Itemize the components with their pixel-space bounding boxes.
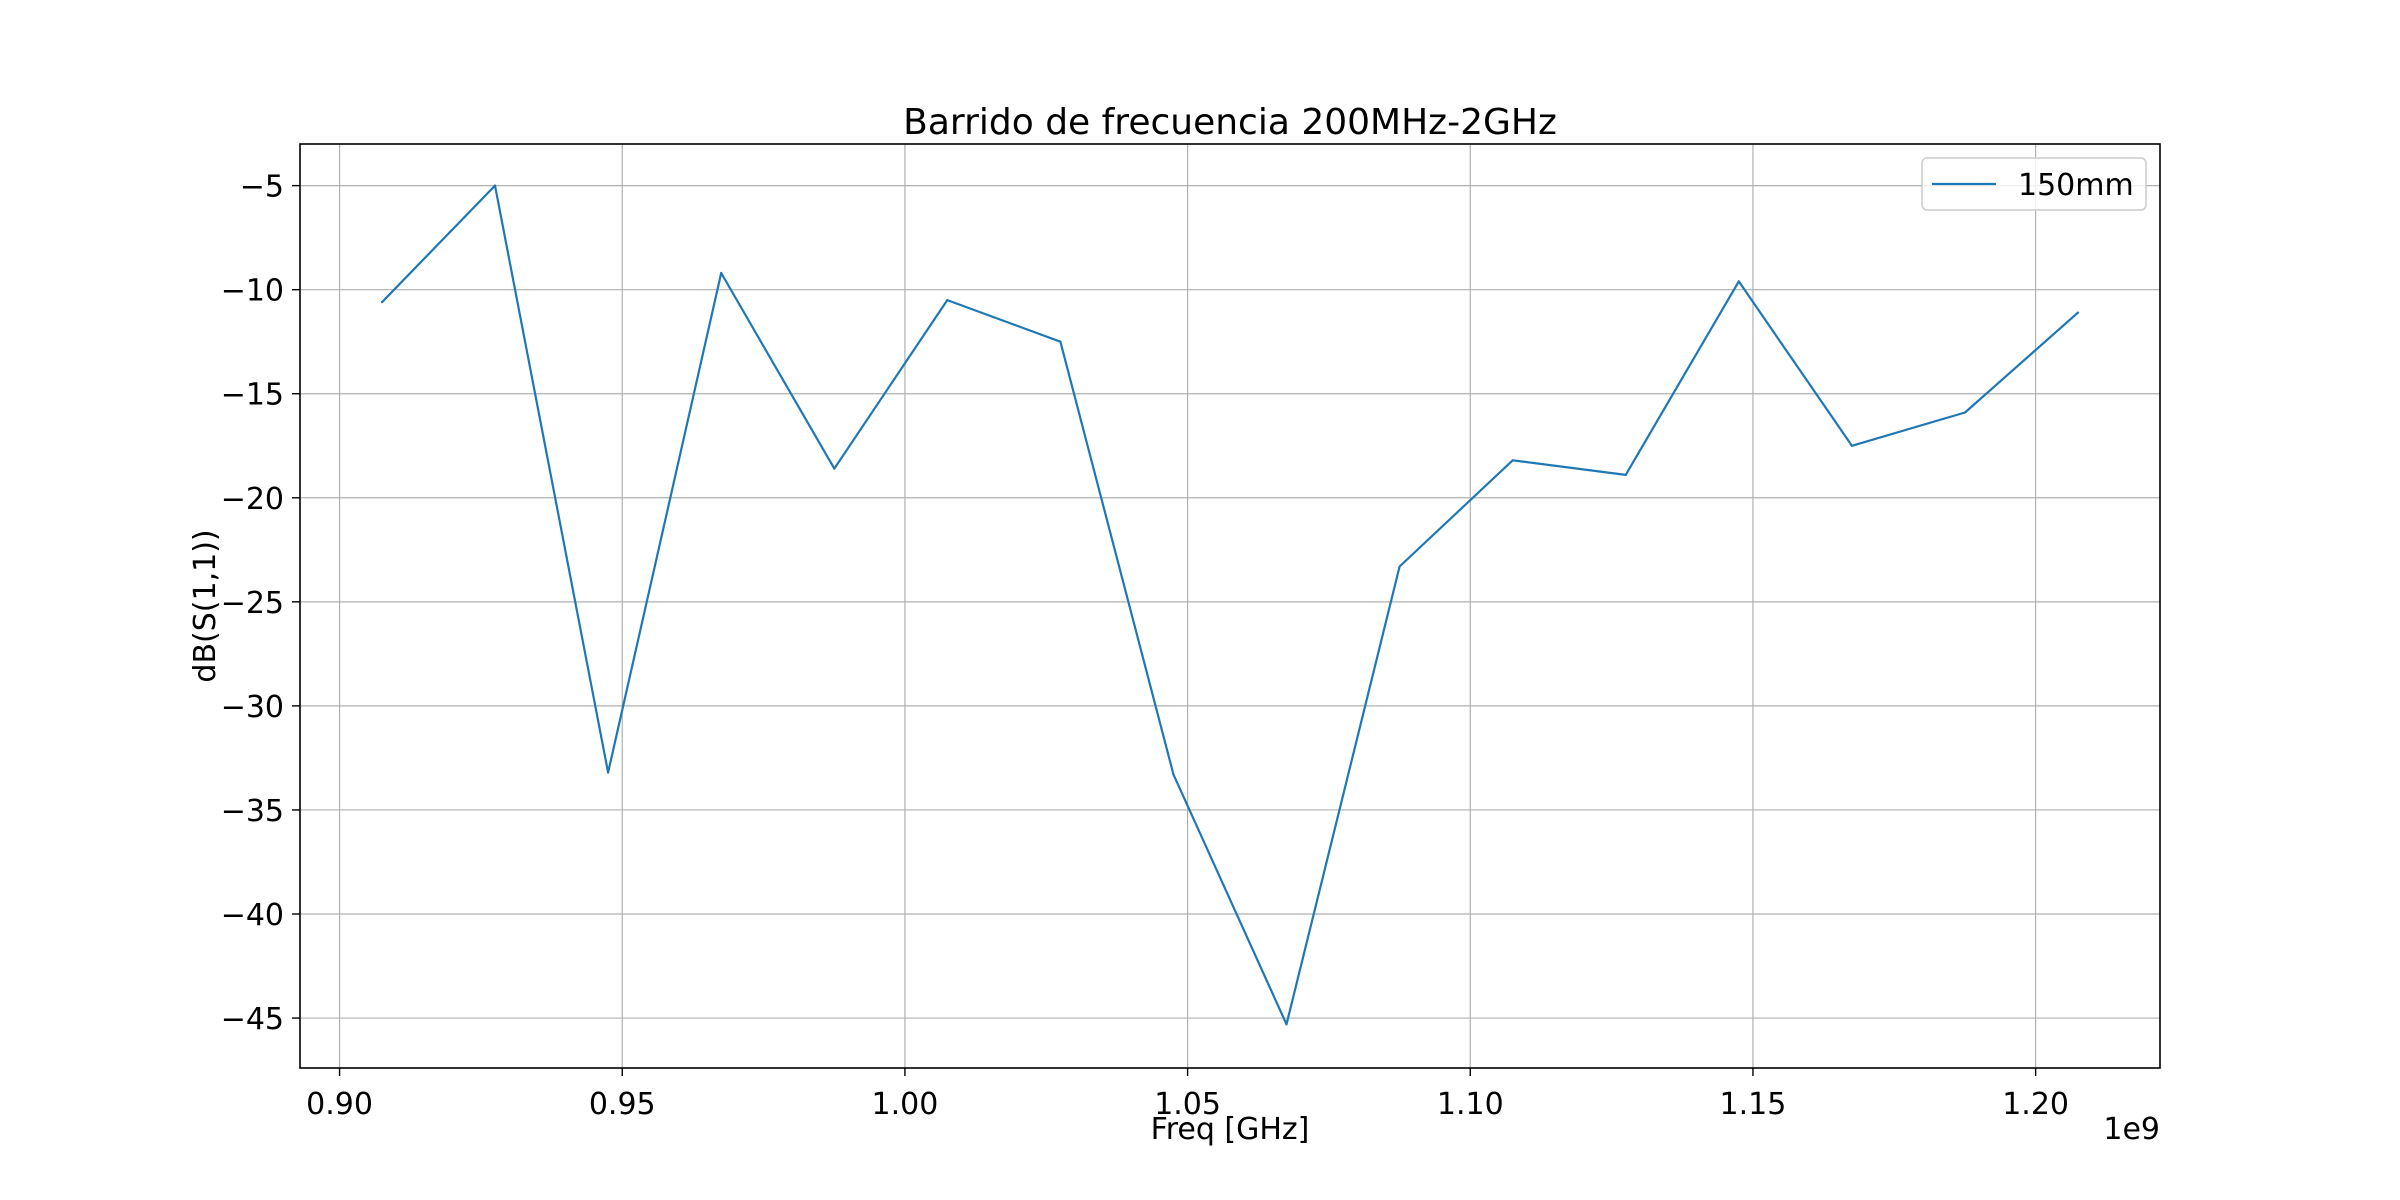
plot-frame (299, 143, 2161, 1069)
series-layer (380, 184, 2080, 1026)
data-point (1059, 340, 1062, 343)
y-axis-ticks: −5 −10 −15 −20 −25 −30 −35 −40 −45 (221, 170, 300, 1037)
data-point (1398, 565, 1401, 568)
data-point (1850, 444, 1853, 447)
y-tick-label: −10 (221, 274, 284, 309)
legend-label: 150mm (2018, 168, 2134, 203)
data-point (720, 271, 723, 275)
x-tick-label: 1.20 (2002, 1087, 2069, 1122)
x-axis-label: Freq [GHz] (1151, 1112, 1310, 1147)
data-point (833, 467, 836, 470)
y-tick-label: −40 (221, 898, 284, 933)
x-tick-label: 1.15 (1720, 1087, 1787, 1122)
data-point (493, 184, 497, 187)
y-tick-label: −35 (221, 794, 284, 829)
x-tick-label: 0.95 (589, 1087, 656, 1122)
data-point (2076, 311, 2080, 314)
y-tick-label: −45 (221, 1002, 284, 1037)
x-tick-label: 0.90 (306, 1087, 373, 1122)
data-point (380, 301, 384, 304)
y-tick-label: −5 (240, 170, 284, 205)
data-point (1963, 411, 1967, 414)
y-tick-label: −20 (221, 482, 284, 517)
y-tick-label: −25 (221, 586, 284, 621)
data-point (607, 771, 610, 774)
grid (300, 144, 2160, 1068)
legend: 150mm (1921, 157, 2147, 211)
x-tick-label: 1.05 (1154, 1087, 1221, 1122)
chart-title: Barrido de frecuencia 200MHz-2GHz (903, 102, 1557, 143)
x-axis-offset-text: 1e9 (2103, 1112, 2160, 1147)
y-tick-label: −15 (221, 378, 284, 413)
legend-box (1921, 157, 2147, 211)
x-axis-ticks: 0.90 0.95 1.00 1.05 1.10 1.15 1.20 (306, 1068, 2069, 1122)
data-point (946, 299, 949, 302)
x-tick-label: 1.10 (1437, 1087, 1504, 1122)
data-point (1511, 459, 1514, 462)
y-tick-label: −30 (221, 690, 284, 725)
data-point (1285, 1023, 1288, 1026)
data-point (1737, 280, 1740, 283)
series-line-0 (381, 184, 2079, 1026)
x-tick-label: 1.00 (872, 1087, 939, 1122)
data-point (1624, 473, 1627, 476)
data-point (1172, 773, 1175, 776)
y-axis-label: dB(S(1,1)) (188, 529, 223, 682)
